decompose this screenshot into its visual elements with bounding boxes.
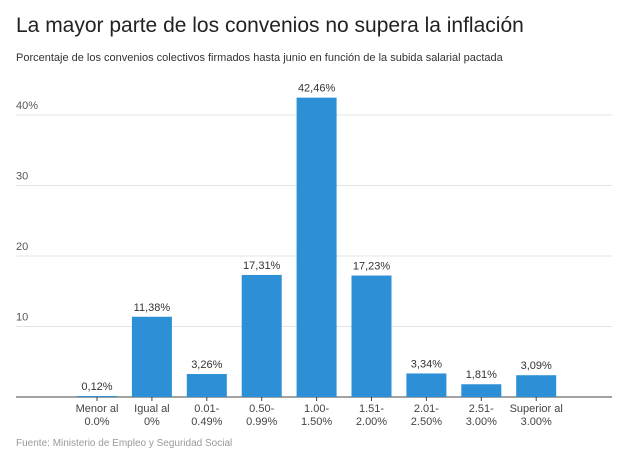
y-tick-label: 40%: [16, 100, 38, 112]
y-axis-ticks: 10 20 30 40%: [16, 100, 38, 324]
x-tick-label: 0.49%: [191, 416, 222, 428]
y-tick-label: 10: [16, 312, 28, 324]
x-tick-label: 0.50-: [249, 403, 274, 415]
x-tick-label: 1.50%: [301, 416, 332, 428]
bar: [131, 316, 172, 397]
x-tick-label: 1.51-: [359, 403, 384, 415]
x-tick-label: 0%: [144, 416, 160, 428]
bar: [406, 373, 447, 397]
bar-value-label: 11,38%: [134, 302, 171, 314]
x-tick-label: 1.00-: [304, 403, 329, 415]
x-tick-label: Superior al: [510, 403, 563, 415]
x-tick-label: 2.01-: [414, 403, 439, 415]
source-note: Fuente: Ministerio de Empleo y Seguridad…: [16, 438, 233, 449]
bar: [241, 274, 282, 397]
bar: [516, 375, 557, 397]
y-tick-label: 20: [16, 241, 28, 253]
bar-value-label: 3,34%: [411, 358, 442, 370]
bar-value-label: 17,23%: [353, 261, 391, 273]
bar: [351, 275, 392, 397]
x-tick-label: 3.00%: [521, 416, 552, 428]
x-tick-label: 0.0%: [84, 416, 109, 428]
bar-value-label: 1,81%: [466, 369, 497, 381]
y-tick-label: 30: [16, 171, 28, 183]
bars: [77, 97, 557, 398]
x-tick-label: 0.99%: [246, 416, 277, 428]
value-labels: 0,12% 11,38% 3,26% 17,31% 42,46% 17,23% 3,34% 1…: [81, 83, 552, 393]
bar-value-label: 3,26%: [191, 359, 222, 371]
x-tick-label: Igual al: [134, 403, 169, 415]
bar: [461, 384, 502, 397]
bar-value-label: 3,09%: [521, 360, 552, 372]
bar: [186, 374, 227, 397]
x-tick-label: 2.00%: [356, 416, 387, 428]
x-tick-label: Menor al: [76, 403, 119, 415]
x-tick-label: 2.51-: [469, 403, 494, 415]
x-axis-ticks: Menor al0.0% Igual al0% 0.01-0.49% 0.50-0.9…: [76, 397, 563, 428]
bar-value-label: 17,31%: [243, 260, 281, 272]
chart-title: La mayor parte de los convenios no super…: [16, 14, 524, 37]
chart-subtitle: Porcentaje de los convenios colectivos f…: [16, 52, 503, 64]
bar-value-label: 42,46%: [298, 83, 336, 95]
x-tick-label: 0.01-: [194, 403, 219, 415]
x-tick-label: 2.50%: [411, 416, 442, 428]
bar: [296, 97, 337, 398]
x-tick-label: 3.00%: [466, 416, 497, 428]
bar: [77, 396, 117, 397]
bar-value-label: 0,12%: [81, 381, 112, 393]
